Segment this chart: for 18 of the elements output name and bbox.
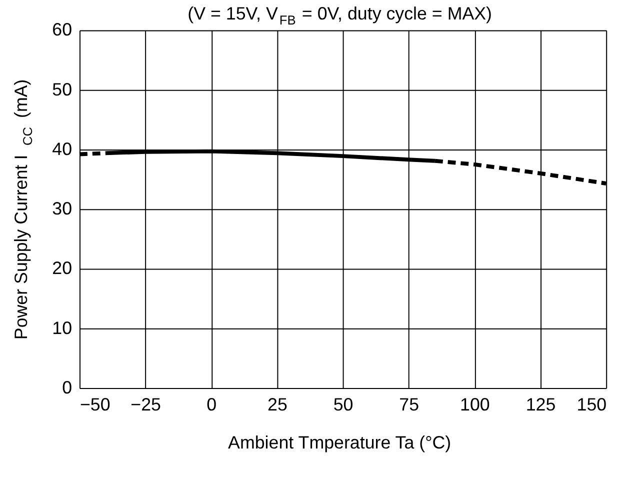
x-tick-label: 150 [576, 394, 607, 414]
x-axis-title: Ambient Tmperature Ta (°C) [228, 432, 452, 453]
y-tick-label: 20 [52, 258, 72, 278]
x-tick-label: 75 [399, 394, 420, 414]
y-tick-label: 10 [52, 318, 72, 338]
x-tick-label: 0 [206, 394, 217, 414]
x-tick-label: −25 [130, 394, 162, 414]
x-tick-label: 125 [526, 394, 556, 414]
y-tick-label: 0 [62, 377, 72, 398]
x-tick-label: 50 [333, 394, 354, 414]
x-tick-label: 100 [460, 394, 490, 414]
x-tick-label: −50 [80, 394, 110, 414]
x-tick-label: 25 [268, 394, 288, 414]
y-tick-label: 60 [52, 20, 72, 40]
y-axis-title: Power Supply Current ICC (mA) [10, 79, 35, 340]
y-tick-label: 40 [52, 138, 72, 159]
y-tick-label: 50 [52, 79, 72, 100]
y-tick-label: 30 [52, 198, 72, 219]
